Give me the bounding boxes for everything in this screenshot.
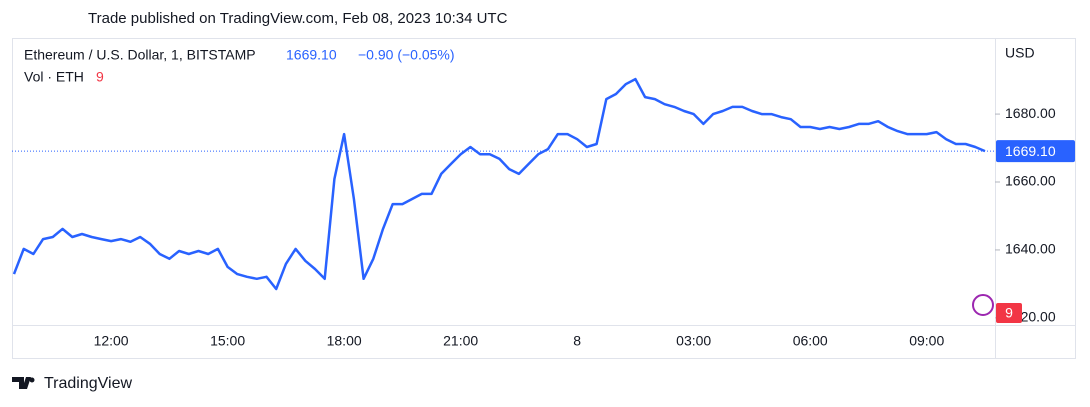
volume-badge-label: 9	[1005, 305, 1013, 321]
x-tick-label: 12:00	[94, 333, 129, 349]
chart-frame	[12, 38, 1076, 359]
x-tick-label: 8	[573, 333, 581, 349]
y-tick-label: 1660.00	[1005, 173, 1056, 189]
logo: TradingView	[12, 375, 132, 392]
last-price-badge-label: 1669.10	[1005, 143, 1056, 159]
price-change: −0.90 (−0.05%)	[358, 47, 455, 63]
published-note: Trade published on TradingView.com, Feb …	[88, 10, 508, 27]
logo-mark	[12, 377, 31, 389]
x-tick-label: 18:00	[327, 333, 362, 349]
volume-badge	[996, 303, 1022, 323]
chart-title: Ethereum / U.S. Dollar, 1, BITSTAMP	[24, 47, 256, 63]
y-tick-label: 1680.00	[1005, 105, 1056, 121]
x-tick-label: 06:00	[793, 333, 828, 349]
x-tick-label: 21:00	[443, 333, 478, 349]
last-price-badge	[996, 140, 1075, 163]
volume-name: Vol · ETH	[24, 69, 84, 85]
y-unit: USD	[1005, 45, 1035, 61]
x-tick-label: 09:00	[909, 333, 944, 349]
logo-dot	[29, 377, 35, 383]
alert-icon	[972, 294, 994, 316]
x-tick-label: 03:00	[676, 333, 711, 349]
y-tick-label: 1640.00	[1005, 241, 1056, 257]
volume-value: 9	[96, 69, 104, 85]
price-line	[12, 77, 986, 291]
last-price: 1669.10	[286, 47, 337, 63]
brand: TradingView	[44, 375, 132, 392]
x-tick-label: 15:00	[210, 333, 245, 349]
